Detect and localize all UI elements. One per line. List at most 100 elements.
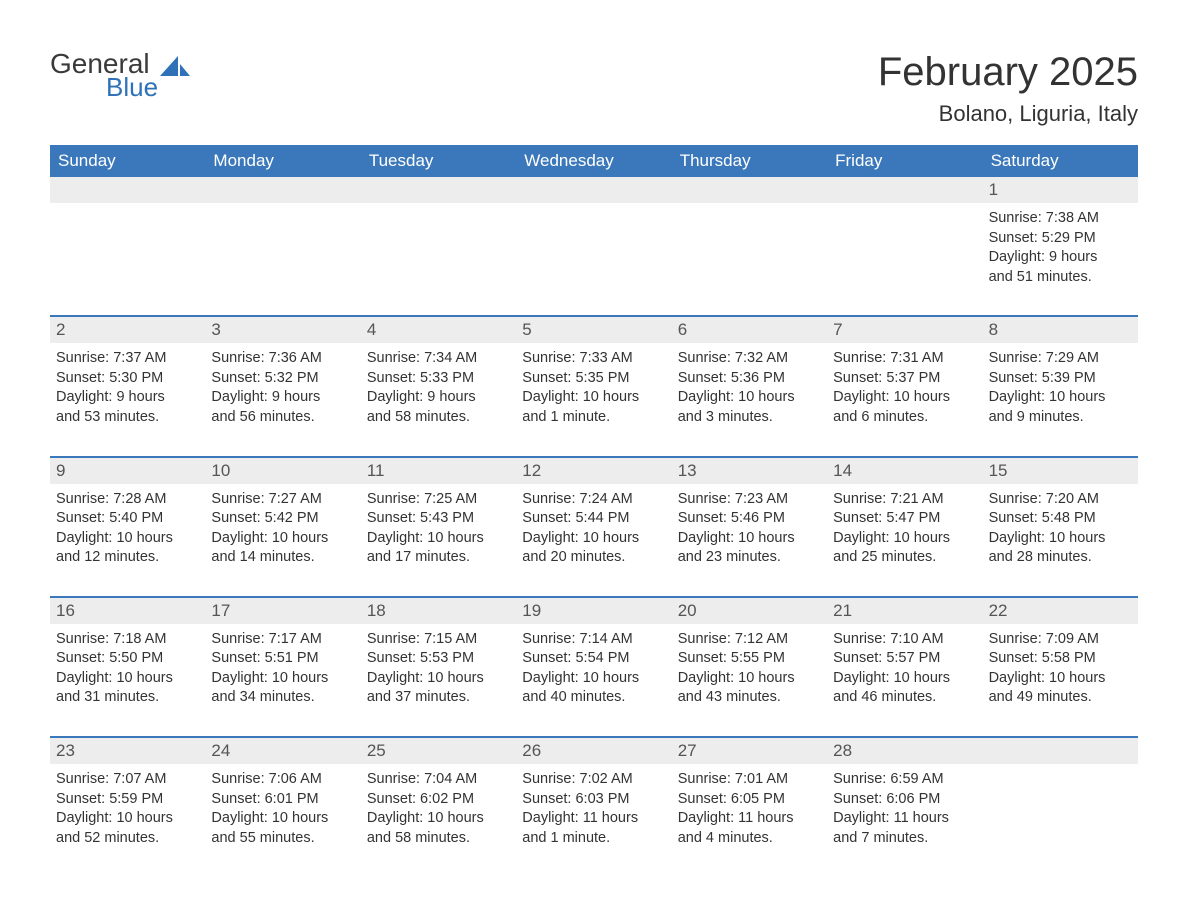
calendar-week: 1Sunrise: 7:38 AMSunset: 5:29 PMDaylight…: [50, 177, 1138, 315]
sunrise-label: Sunrise: 7:28 AM: [56, 490, 199, 510]
day-number: 4: [361, 317, 516, 343]
daylight-label-1: Daylight: 10 hours: [833, 529, 976, 549]
day-number: 15: [983, 458, 1138, 484]
daylight-label-1: Daylight: 10 hours: [211, 529, 354, 549]
daylight-label-1: Daylight: 10 hours: [367, 669, 510, 689]
sunset-label: Sunset: 5:53 PM: [367, 649, 510, 669]
day-number: 25: [361, 738, 516, 764]
day-cell: Sunrise: 7:02 AMSunset: 6:03 PMDaylight:…: [516, 764, 671, 876]
sunrise-label: Sunrise: 7:01 AM: [678, 770, 821, 790]
day-cell: Sunrise: 7:09 AMSunset: 5:58 PMDaylight:…: [983, 624, 1138, 736]
day-number: 17: [205, 598, 360, 624]
day-cell: Sunrise: 7:24 AMSunset: 5:44 PMDaylight:…: [516, 484, 671, 596]
day-number-row: 232425262728: [50, 738, 1138, 764]
day-cell: Sunrise: 7:15 AMSunset: 5:53 PMDaylight:…: [361, 624, 516, 736]
daylight-label-1: Daylight: 11 hours: [678, 809, 821, 829]
day-number: 12: [516, 458, 671, 484]
day-cell: Sunrise: 7:06 AMSunset: 6:01 PMDaylight:…: [205, 764, 360, 876]
day-header-wednesday: Wednesday: [516, 145, 671, 177]
daylight-label-1: Daylight: 10 hours: [211, 809, 354, 829]
day-number: [983, 738, 1138, 764]
sunrise-label: Sunrise: 7:06 AM: [211, 770, 354, 790]
sunset-label: Sunset: 5:39 PM: [989, 369, 1132, 389]
day-header-thursday: Thursday: [672, 145, 827, 177]
day-header-monday: Monday: [205, 145, 360, 177]
day-number: 26: [516, 738, 671, 764]
sunrise-label: Sunrise: 7:27 AM: [211, 490, 354, 510]
day-number: 22: [983, 598, 1138, 624]
calendar-week: 9101112131415 Sunrise: 7:28 AM Sunset: 5:4…: [50, 456, 1138, 596]
day-number-row: 1: [50, 177, 1138, 203]
daylight-label-2: and 43 minutes.: [678, 688, 821, 708]
daylight-label-2: and 52 minutes.: [56, 829, 199, 849]
sunset-label: Sunset: 5:33 PM: [367, 369, 510, 389]
day-number: 27: [672, 738, 827, 764]
day-number-row: 2345678: [50, 317, 1138, 343]
day-cell: [50, 203, 205, 315]
day-cell: Sunrise: 7:23 AMSunset: 5:46 PMDaylight:…: [672, 484, 827, 596]
day-number: 24: [205, 738, 360, 764]
daylight-label-2: and 34 minutes.: [211, 688, 354, 708]
sunset-label: Sunset: 5:50 PM: [56, 649, 199, 669]
calendar: Sunday Monday Tuesday Wednesday Thursday…: [50, 145, 1138, 876]
sunset-label: Sunset: 5:43 PM: [367, 509, 510, 529]
day-number: 18: [361, 598, 516, 624]
day-number: 5: [516, 317, 671, 343]
daylight-label-2: and 56 minutes.: [211, 408, 354, 428]
calendar-week: 2345678Sunrise: 7:37 AMSunset: 5:30 PMDa…: [50, 315, 1138, 455]
day-cell: [361, 203, 516, 315]
daylight-label-1: Daylight: 10 hours: [211, 669, 354, 689]
day-cell: Sunrise: 7:27 AMSunset: 5:42 PMDaylight:…: [205, 484, 360, 596]
day-cell: Sunrise: 7:01 AMSunset: 6:05 PMDaylight:…: [672, 764, 827, 876]
daylight-label-2: and 1 minute.: [522, 408, 665, 428]
sunrise-label: Sunrise: 7:17 AM: [211, 630, 354, 650]
calendar-week: 232425262728 Sunrise: 7:07 AMSunset: 5:59…: [50, 736, 1138, 876]
day-number: 16: [50, 598, 205, 624]
sunset-label: Sunset: 6:02 PM: [367, 790, 510, 810]
calendar-week: 16171819202122Sunrise: 7:18 AMSunset: 5:…: [50, 596, 1138, 736]
daylight-label-1: Daylight: 10 hours: [367, 529, 510, 549]
day-cell: Sunrise: 7:21 AMSunset: 5:47 PMDaylight:…: [827, 484, 982, 596]
sunrise-label: Sunrise: 7:33 AM: [522, 349, 665, 369]
day-number: 19: [516, 598, 671, 624]
day-cell: [827, 203, 982, 315]
daylight-label-1: Daylight: 10 hours: [989, 669, 1132, 689]
sunrise-label: Sunrise: 7:07 AM: [56, 770, 199, 790]
daylight-label-1: Daylight: 10 hours: [56, 529, 199, 549]
logo-text: General Blue: [50, 50, 158, 100]
location-label: Bolano, Liguria, Italy: [878, 101, 1138, 127]
daylight-label-1: Daylight: 10 hours: [989, 529, 1132, 549]
day-cell: Sunrise: 7:31 AMSunset: 5:37 PMDaylight:…: [827, 343, 982, 455]
day-number: [516, 177, 671, 203]
day-header-row: Sunday Monday Tuesday Wednesday Thursday…: [50, 145, 1138, 177]
day-cell: Sunrise: 7:38 AMSunset: 5:29 PMDaylight:…: [983, 203, 1138, 315]
day-cell: [672, 203, 827, 315]
day-number-row: 9101112131415: [50, 458, 1138, 484]
title-block: February 2025 Bolano, Liguria, Italy: [878, 50, 1138, 127]
sunrise-label: Sunrise: 7:29 AM: [989, 349, 1132, 369]
daylight-label-2: and 3 minutes.: [678, 408, 821, 428]
daylight-label-2: and 37 minutes.: [367, 688, 510, 708]
sunset-label: Sunset: 5:55 PM: [678, 649, 821, 669]
daylight-label-1: Daylight: 10 hours: [522, 388, 665, 408]
sunrise-label: Sunrise: 7:15 AM: [367, 630, 510, 650]
daylight-label-2: and 58 minutes.: [367, 829, 510, 849]
sunrise-label: Sunrise: 7:04 AM: [367, 770, 510, 790]
sunset-label: Sunset: 5:51 PM: [211, 649, 354, 669]
sunrise-label: Sunrise: 7:25 AM: [367, 490, 510, 510]
sunrise-label: Sunrise: 7:36 AM: [211, 349, 354, 369]
day-cell: [205, 203, 360, 315]
daylight-label-1: Daylight: 11 hours: [833, 809, 976, 829]
daylight-label-2: and 58 minutes.: [367, 408, 510, 428]
sunset-label: Sunset: 5:59 PM: [56, 790, 199, 810]
daylight-label-2: and 1 minute.: [522, 829, 665, 849]
daylight-label-2: and 4 minutes.: [678, 829, 821, 849]
sunrise-label: Sunrise: 7:31 AM: [833, 349, 976, 369]
sunrise-label: Sunrise: 7:14 AM: [522, 630, 665, 650]
sunset-label: Sunset: 5:54 PM: [522, 649, 665, 669]
sunset-label: Sunset: 5:57 PM: [833, 649, 976, 669]
daylight-label-2: and 46 minutes.: [833, 688, 976, 708]
daylight-label-2: and 53 minutes.: [56, 408, 199, 428]
day-cell: Sunrise: 7:29 AMSunset: 5:39 PMDaylight:…: [983, 343, 1138, 455]
daylight-label-2: and 17 minutes.: [367, 548, 510, 568]
